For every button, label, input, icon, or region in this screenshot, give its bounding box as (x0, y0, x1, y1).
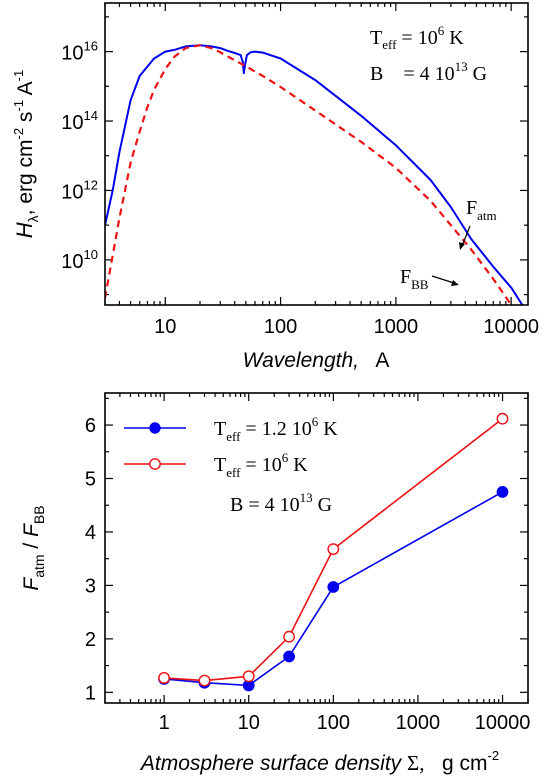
top-annotation-b: B = 4 1013 G (370, 59, 487, 85)
bottom-x-tick-label: 10000 (475, 712, 531, 734)
series-f-atm-line (105, 44, 524, 305)
top-series-group (105, 44, 524, 305)
label-f-bb: FBB (400, 266, 429, 292)
series-blue-point (496, 485, 509, 498)
series-red-point (327, 543, 340, 555)
legend-note-b: B = 4 1013 G (230, 490, 332, 516)
bottom-x-tick-label: 10 (238, 712, 260, 734)
series-red-point (198, 674, 211, 687)
bottom-y-tick-label: 5 (85, 469, 96, 491)
top-axis-ticks: 10 100 1000 10000 1010 1012 1014 1016 (61, 3, 539, 338)
series-red-point (283, 630, 295, 643)
bottom-panel: 1 10 100 1000 10000 1 2 3 4 5 6 Teff = 1.2 106 K T… (20, 392, 530, 775)
arrowhead-f-bb (451, 280, 459, 286)
legend-label-blue: Teff = 1.2 106 K (214, 414, 338, 444)
top-y-axis-label: Hλ, erg cm-2 s-1 A-1 (11, 70, 41, 238)
series-blue-point (327, 581, 340, 593)
bottom-y-tick-label: 1 (85, 682, 96, 704)
top-x-axis-label: Wavelength, A (243, 349, 390, 372)
top-x-tick-label: 1000 (374, 316, 419, 338)
label-f-atm: Fatm (466, 197, 497, 223)
legend-marker-red (149, 458, 161, 470)
top-x-tick-label: 10000 (483, 316, 539, 338)
legend: Teff = 1.2 106 K Teff = 106 K B = 4 1013… (124, 414, 338, 516)
bottom-x-axis-label: Atmosphere surface density Σ, g cm-2 (139, 748, 499, 775)
top-x-tick-label: 100 (264, 316, 297, 338)
series-red-point (158, 672, 171, 684)
series-red-line (164, 418, 503, 682)
top-panel: 10 100 1000 10000 1010 1012 1014 1016 Teff = 10… (11, 2, 539, 372)
bottom-y-tick-label: 4 (85, 522, 96, 544)
top-y-tick-label: 1010 (61, 247, 98, 273)
series-red-point (242, 670, 255, 683)
bottom-y-tick-label: 2 (85, 629, 96, 651)
bottom-y-tick-label: 6 (85, 415, 96, 437)
top-x-tick-label: 10 (154, 316, 176, 338)
series-red-point (496, 412, 509, 425)
bottom-y-tick-label: 3 (85, 575, 96, 597)
bottom-series-group (158, 412, 509, 692)
series-f-bb-line (105, 44, 513, 305)
arrow-f-bb (431, 275, 455, 284)
bottom-x-tick-label: 100 (317, 712, 350, 734)
bottom-y-axis-label: Fatm / FBB (20, 505, 47, 590)
top-annotation-teff: Teff = 106 K (370, 23, 464, 52)
legend-marker-blue (149, 422, 161, 434)
top-y-tick-label: 1012 (61, 177, 98, 203)
top-y-tick-label: 1014 (61, 108, 98, 134)
bottom-x-tick-label: 1000 (396, 712, 441, 734)
series-blue-line (164, 491, 503, 687)
bottom-x-tick-label: 1 (159, 712, 170, 734)
bottom-plot-frame (104, 392, 529, 704)
top-y-tick-label: 1016 (61, 39, 98, 65)
top-plot-frame (104, 2, 529, 306)
arrowhead-f-atm (459, 242, 465, 250)
bottom-axis-ticks: 1 10 100 1000 10000 1 2 3 4 5 6 (85, 393, 530, 734)
series-blue-point (283, 650, 295, 663)
legend-label-red: Teff = 106 K (214, 450, 308, 480)
arrow-f-atm (461, 225, 471, 247)
